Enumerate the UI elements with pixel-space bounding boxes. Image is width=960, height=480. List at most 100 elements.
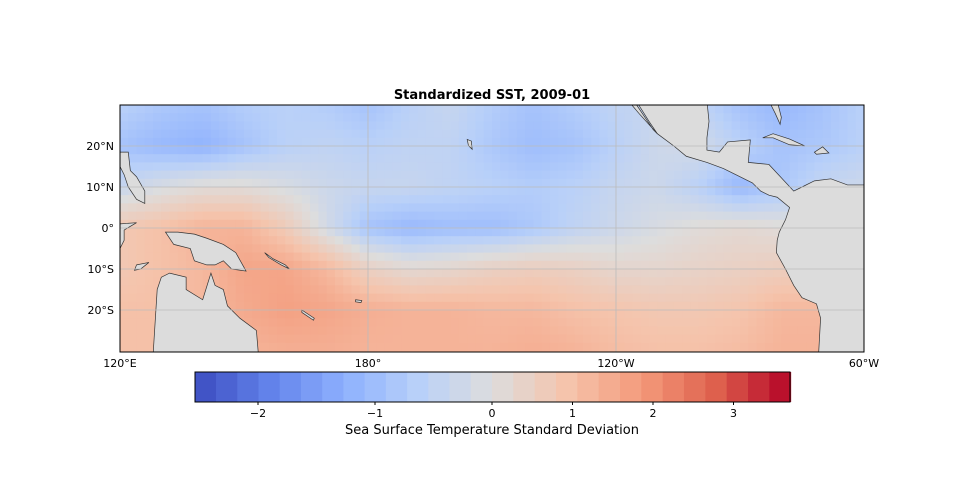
heatmap-cell (525, 260, 534, 270)
heatmap-cell (392, 228, 402, 237)
heatmap-cell (235, 137, 245, 147)
heatmap-cell (558, 293, 567, 303)
heatmap-cell (566, 236, 576, 245)
heatmap-cell (244, 162, 253, 172)
heatmap-cell (616, 269, 625, 278)
heatmap-cell (318, 146, 328, 155)
heatmap-cell (475, 178, 485, 188)
heatmap-cell (492, 310, 501, 319)
heatmap-cell (525, 228, 534, 237)
heatmap-cell (293, 105, 303, 114)
heatmap-cell (128, 121, 138, 131)
heatmap-cell (599, 121, 609, 131)
heatmap-cell (169, 170, 179, 180)
heatmap-cell (210, 178, 220, 188)
heatmap-cell (144, 334, 154, 344)
land-sulawesi (120, 222, 137, 249)
heatmap-cell (665, 301, 675, 311)
heatmap-cell (293, 154, 303, 163)
heatmap-cell (649, 211, 658, 221)
heatmap-cell (285, 162, 295, 172)
heatmap-cell (202, 162, 212, 172)
heatmap-cell (781, 285, 791, 295)
heatmap-cell (533, 252, 543, 262)
heatmap-cell (376, 301, 386, 311)
heatmap-cell (392, 260, 402, 270)
heatmap-cell (392, 236, 402, 245)
heatmap-cell (640, 269, 650, 278)
heatmap-cell (219, 146, 229, 155)
heatmap-cell (467, 195, 477, 204)
heatmap-cell (392, 244, 402, 254)
heatmap-cell (690, 334, 700, 344)
heatmap-cell (764, 310, 774, 319)
heatmap-cell (607, 252, 617, 262)
heatmap-cell (533, 203, 543, 213)
heatmap-cell (764, 154, 774, 163)
heatmap-cell (657, 146, 667, 155)
heatmap-cell (830, 162, 840, 172)
heatmap-cell (425, 277, 435, 286)
heatmap-cell (401, 178, 410, 188)
heatmap-cell (244, 293, 253, 303)
heatmap-cell (549, 170, 559, 180)
heatmap-cell (764, 121, 774, 131)
heatmap-cell (144, 310, 154, 319)
heatmap-cell (558, 178, 567, 188)
land-americas (638, 105, 864, 352)
heatmap-cell (120, 260, 129, 270)
colorbar-tick-label: 0 (489, 407, 496, 420)
heatmap-cell (326, 146, 336, 155)
heatmap-cell (334, 277, 344, 286)
heatmap-cell (260, 285, 270, 295)
heatmap-cell (690, 293, 700, 303)
heatmap-cell (607, 162, 617, 172)
heatmap-cell (830, 105, 840, 114)
heatmap-cell (748, 326, 758, 336)
heatmap-cell (624, 252, 634, 262)
heatmap-cell (806, 170, 815, 180)
heatmap-cell (128, 285, 138, 295)
heatmap-cell (417, 178, 427, 188)
heatmap-cell (186, 129, 195, 139)
heatmap-cell (847, 105, 857, 114)
heatmap-cell (475, 334, 485, 344)
heatmap-cell (723, 236, 733, 245)
heatmap-cell (731, 129, 741, 139)
heatmap-cell (285, 137, 295, 147)
heatmap-cell (797, 342, 807, 352)
heatmap-cell (599, 219, 609, 229)
heatmap-cell (781, 334, 791, 344)
heatmap-cell (632, 244, 642, 254)
heatmap-cell (268, 146, 278, 155)
heatmap-cell (120, 334, 129, 344)
heatmap-cell (326, 285, 336, 295)
heatmap-cell (409, 236, 419, 245)
heatmap-cell (458, 203, 468, 213)
heatmap-cell (541, 310, 551, 319)
heatmap-cell (368, 146, 377, 155)
heatmap-cell (723, 252, 733, 262)
heatmap-cell (640, 293, 650, 303)
heatmap-cell (508, 137, 518, 147)
x-tick-label: 120°E (103, 357, 136, 370)
heatmap-cell (310, 318, 319, 327)
heatmap-cell (260, 269, 270, 278)
heatmap-cell (740, 195, 749, 204)
heatmap-cell (624, 121, 634, 131)
heatmap-cell (599, 285, 609, 295)
land-baja-california (631, 105, 658, 134)
heatmap-cell (334, 121, 344, 131)
land-philippines (120, 151, 146, 204)
heatmap-cell (467, 211, 477, 221)
heatmap-cell (210, 236, 220, 245)
heatmap-cell (797, 326, 807, 336)
heatmap-cell (574, 137, 584, 147)
heatmap-cell (781, 121, 791, 131)
heatmap-cell (368, 301, 377, 311)
heatmap-cell (657, 277, 667, 286)
heatmap-cell (624, 211, 634, 221)
heatmap-cell (343, 342, 353, 352)
heatmap-cell (252, 137, 262, 147)
heatmap-cell (640, 236, 650, 245)
